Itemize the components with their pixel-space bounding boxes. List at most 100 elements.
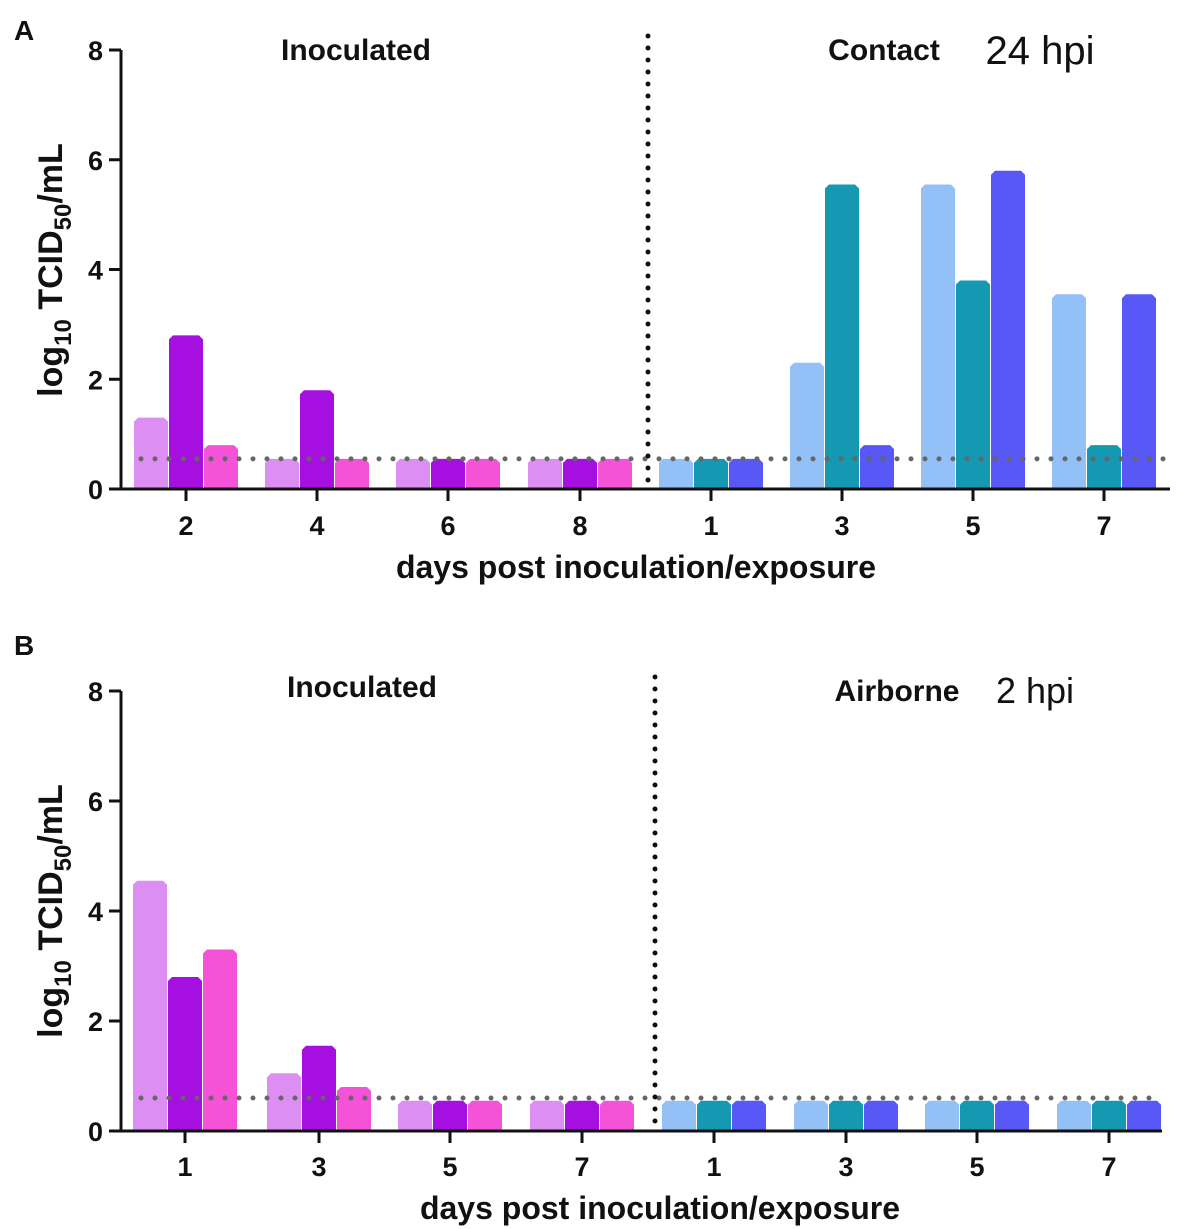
right-bar-s3-c2 [860, 445, 894, 489]
left-bar-s1-c3 [398, 1100, 432, 1131]
x-tick-label: 2 [178, 511, 193, 541]
right-bar-s3-c1 [729, 458, 763, 489]
y-axis-label-part: log [32, 987, 70, 1038]
right-bar-s1-c3 [925, 1100, 959, 1131]
left-bar-s2-c2 [302, 1045, 336, 1131]
x-tick-label: 1 [177, 1152, 192, 1182]
x-tick-label: 5 [442, 1152, 457, 1182]
left-bar-s1-c2 [265, 458, 299, 489]
x-tick-label: 1 [703, 511, 718, 541]
x-tick-label: 7 [1101, 1152, 1116, 1182]
y-axis-label: log10 TCID50/mL [32, 784, 77, 1038]
right-bar-s2-c2 [825, 184, 859, 489]
left-bar-s2-c3 [433, 1100, 467, 1131]
y-tick-label: 2 [88, 365, 103, 395]
right-bar-s3-c4 [1122, 294, 1156, 489]
left-bar-s2-c3 [431, 458, 465, 489]
x-tick-label: 6 [440, 511, 455, 541]
left-bar-s2-c4 [565, 1100, 599, 1131]
left-bar-s2-c2 [300, 390, 334, 489]
x-tick-label: 7 [574, 1152, 589, 1182]
hpi-annotation: 2 hpi [996, 670, 1074, 711]
right-group-title: Contact [828, 34, 940, 67]
y-axis-label-part: 50 [50, 845, 77, 872]
y-tick-label: 0 [88, 1117, 103, 1147]
right-bar-s3-c4 [1127, 1100, 1161, 1131]
y-axis-label-part: TCID [32, 871, 70, 960]
y-tick-label: 0 [88, 475, 103, 505]
left-bar-s3-c1 [204, 445, 238, 489]
y-axis-label-part: /mL [32, 143, 70, 203]
left-bar-s3-c2 [335, 458, 369, 489]
y-axis-label-part: log [32, 346, 70, 397]
x-tick-label: 4 [309, 511, 324, 541]
x-tick-label: 5 [965, 511, 980, 541]
x-tick-label: 3 [311, 1152, 326, 1182]
right-bar-s2-c2 [829, 1100, 863, 1131]
right-bar-s1-c2 [790, 362, 824, 489]
right-bar-s1-c4 [1052, 294, 1086, 489]
y-axis-label-part: 50 [50, 204, 77, 231]
x-tick-label: 5 [969, 1152, 984, 1182]
x-axis-label: days post inoculation/exposure [396, 549, 876, 585]
panel-b: B 0 2 4 6 8 1 3 5 7 1 3 5 7 Inoculated Airborne 2 hpi day… [0, 615, 1183, 1229]
right-bar-s3-c1 [732, 1100, 766, 1131]
right-bar-s1-c3 [921, 184, 955, 489]
left-bar-s1-c4 [528, 458, 562, 489]
right-bar-s2-c3 [956, 280, 990, 489]
y-axis-label: log10 TCID50/mL [32, 143, 77, 397]
left-bar-s2-c1 [169, 335, 203, 489]
left-bar-s1-c2 [267, 1073, 301, 1131]
chart-a: A 0 2 4 6 8 2 4 6 8 1 3 5 7 Inoculated Contact 24 hpi day… [14, 15, 1170, 585]
panel-label: B [14, 630, 34, 661]
x-tick-label: 8 [572, 511, 587, 541]
left-bar-s1-c1 [134, 417, 168, 489]
y-tick-label: 8 [88, 677, 103, 707]
y-axis-label-part: 10 [50, 319, 77, 346]
right-bar-s1-c1 [662, 1100, 696, 1131]
left-bar-s2-c1 [168, 977, 202, 1131]
y-tick-label: 4 [88, 256, 103, 286]
right-group-title: Airborne [834, 675, 959, 708]
left-bar-s1-c4 [530, 1100, 564, 1131]
y-tick-label: 2 [88, 1007, 103, 1037]
left-bar-s1-c1 [133, 880, 167, 1131]
right-bar-s1-c4 [1057, 1100, 1091, 1131]
x-tick-label: 3 [834, 511, 849, 541]
y-tick-label: 6 [88, 146, 103, 176]
left-group-title: Inoculated [287, 671, 437, 704]
right-bar-s2-c1 [697, 1100, 731, 1131]
right-bar-s1-c1 [659, 458, 693, 489]
right-bar-s2-c4 [1092, 1100, 1126, 1131]
left-bar-s3-c1 [203, 949, 237, 1131]
panel-label: A [14, 15, 34, 46]
right-bar-s2-c1 [694, 458, 728, 489]
left-group-title: Inoculated [281, 34, 431, 67]
right-bar-s2-c3 [960, 1100, 994, 1131]
y-tick-label: 8 [88, 36, 103, 66]
x-tick-label: 3 [838, 1152, 853, 1182]
x-axis-label: days post inoculation/exposure [420, 1190, 900, 1226]
left-bar-s3-c4 [600, 1100, 634, 1131]
right-bar-s2-c4 [1087, 445, 1121, 489]
right-bar-s3-c3 [991, 170, 1025, 489]
hpi-annotation: 24 hpi [986, 29, 1095, 73]
left-bar-s2-c4 [563, 458, 597, 489]
y-axis-label-part: TCID [32, 230, 70, 319]
left-bar-s3-c4 [598, 458, 632, 489]
y-tick-label: 6 [88, 787, 103, 817]
y-axis-label-part: 10 [50, 960, 77, 987]
chart-b: B 0 2 4 6 8 1 3 5 7 1 3 5 7 Inoculated Airborne 2 hpi day… [14, 630, 1162, 1226]
right-bar-s3-c2 [864, 1100, 898, 1131]
left-bar-s3-c2 [337, 1087, 371, 1131]
y-axis-label-part: /mL [32, 784, 70, 844]
right-bar-s1-c2 [794, 1100, 828, 1131]
panel-a: A 0 2 4 6 8 2 4 6 8 1 3 5 7 Inoculated Contact 24 hpi day… [0, 0, 1183, 600]
x-tick-label: 7 [1096, 511, 1111, 541]
left-bar-s1-c3 [396, 458, 430, 489]
right-bar-s3-c3 [995, 1100, 1029, 1131]
left-bar-s3-c3 [468, 1100, 502, 1131]
left-bar-s3-c3 [466, 458, 500, 489]
x-tick-label: 1 [706, 1152, 721, 1182]
y-tick-label: 4 [88, 897, 103, 927]
